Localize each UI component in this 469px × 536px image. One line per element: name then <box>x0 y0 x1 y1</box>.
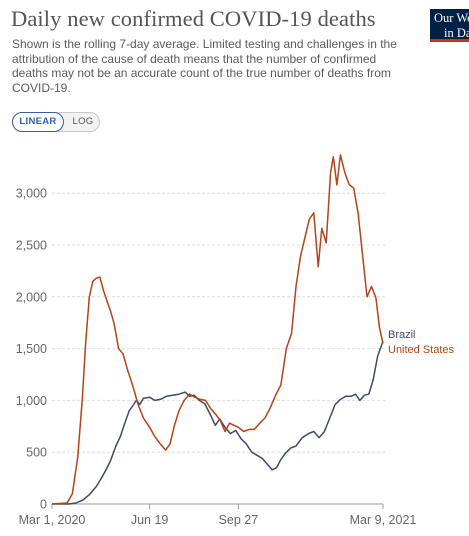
grid-lines <box>52 192 385 505</box>
y-axis-ticks: 0 500 1,000 1,500 2,000 2,500 3,000 <box>16 187 47 512</box>
x-tick-label: Sep 27 <box>219 513 259 527</box>
x-axis-ticks: Mar 1, 2020 Jun 19 Sep 27 Mar 9, 2021 <box>19 504 417 527</box>
scale-toggle: LINEAR LOG <box>12 112 100 132</box>
series-line-brazil[interactable] <box>52 341 384 505</box>
y-tick-label: 3,000 <box>16 187 47 201</box>
series-label-united-states: United States <box>388 344 455 356</box>
chart-subtitle: Shown is the rolling 7-day average. Limi… <box>12 37 397 95</box>
logo-accent-bar <box>430 39 469 42</box>
y-tick-label: 2,000 <box>16 290 47 304</box>
log-scale-button[interactable]: LOG <box>72 116 94 127</box>
y-tick-label: 500 <box>26 446 47 460</box>
chart-title: Daily new confirmed COVID-19 deaths <box>11 6 376 31</box>
logo-line-1: Our World <box>434 11 469 25</box>
x-tick-label: Jun 19 <box>131 513 169 527</box>
x-tick-label: Mar 9, 2021 <box>350 513 417 527</box>
series-lines <box>51 154 384 505</box>
series-labels: Brazil United States <box>388 329 455 356</box>
series-label-brazil: Brazil <box>388 329 416 341</box>
linear-scale-button[interactable]: LINEAR <box>12 112 64 132</box>
logo-line-2: in Data <box>444 26 469 40</box>
y-tick-label: 2,500 <box>16 239 47 253</box>
series-line-united-states[interactable] <box>51 154 384 505</box>
x-tick-label: Mar 1, 2020 <box>19 513 86 527</box>
y-tick-label: 0 <box>40 498 47 512</box>
y-tick-label: 1,000 <box>16 394 47 408</box>
owid-logo[interactable]: Our World in Data <box>430 9 469 42</box>
y-tick-label: 1,500 <box>16 342 47 356</box>
